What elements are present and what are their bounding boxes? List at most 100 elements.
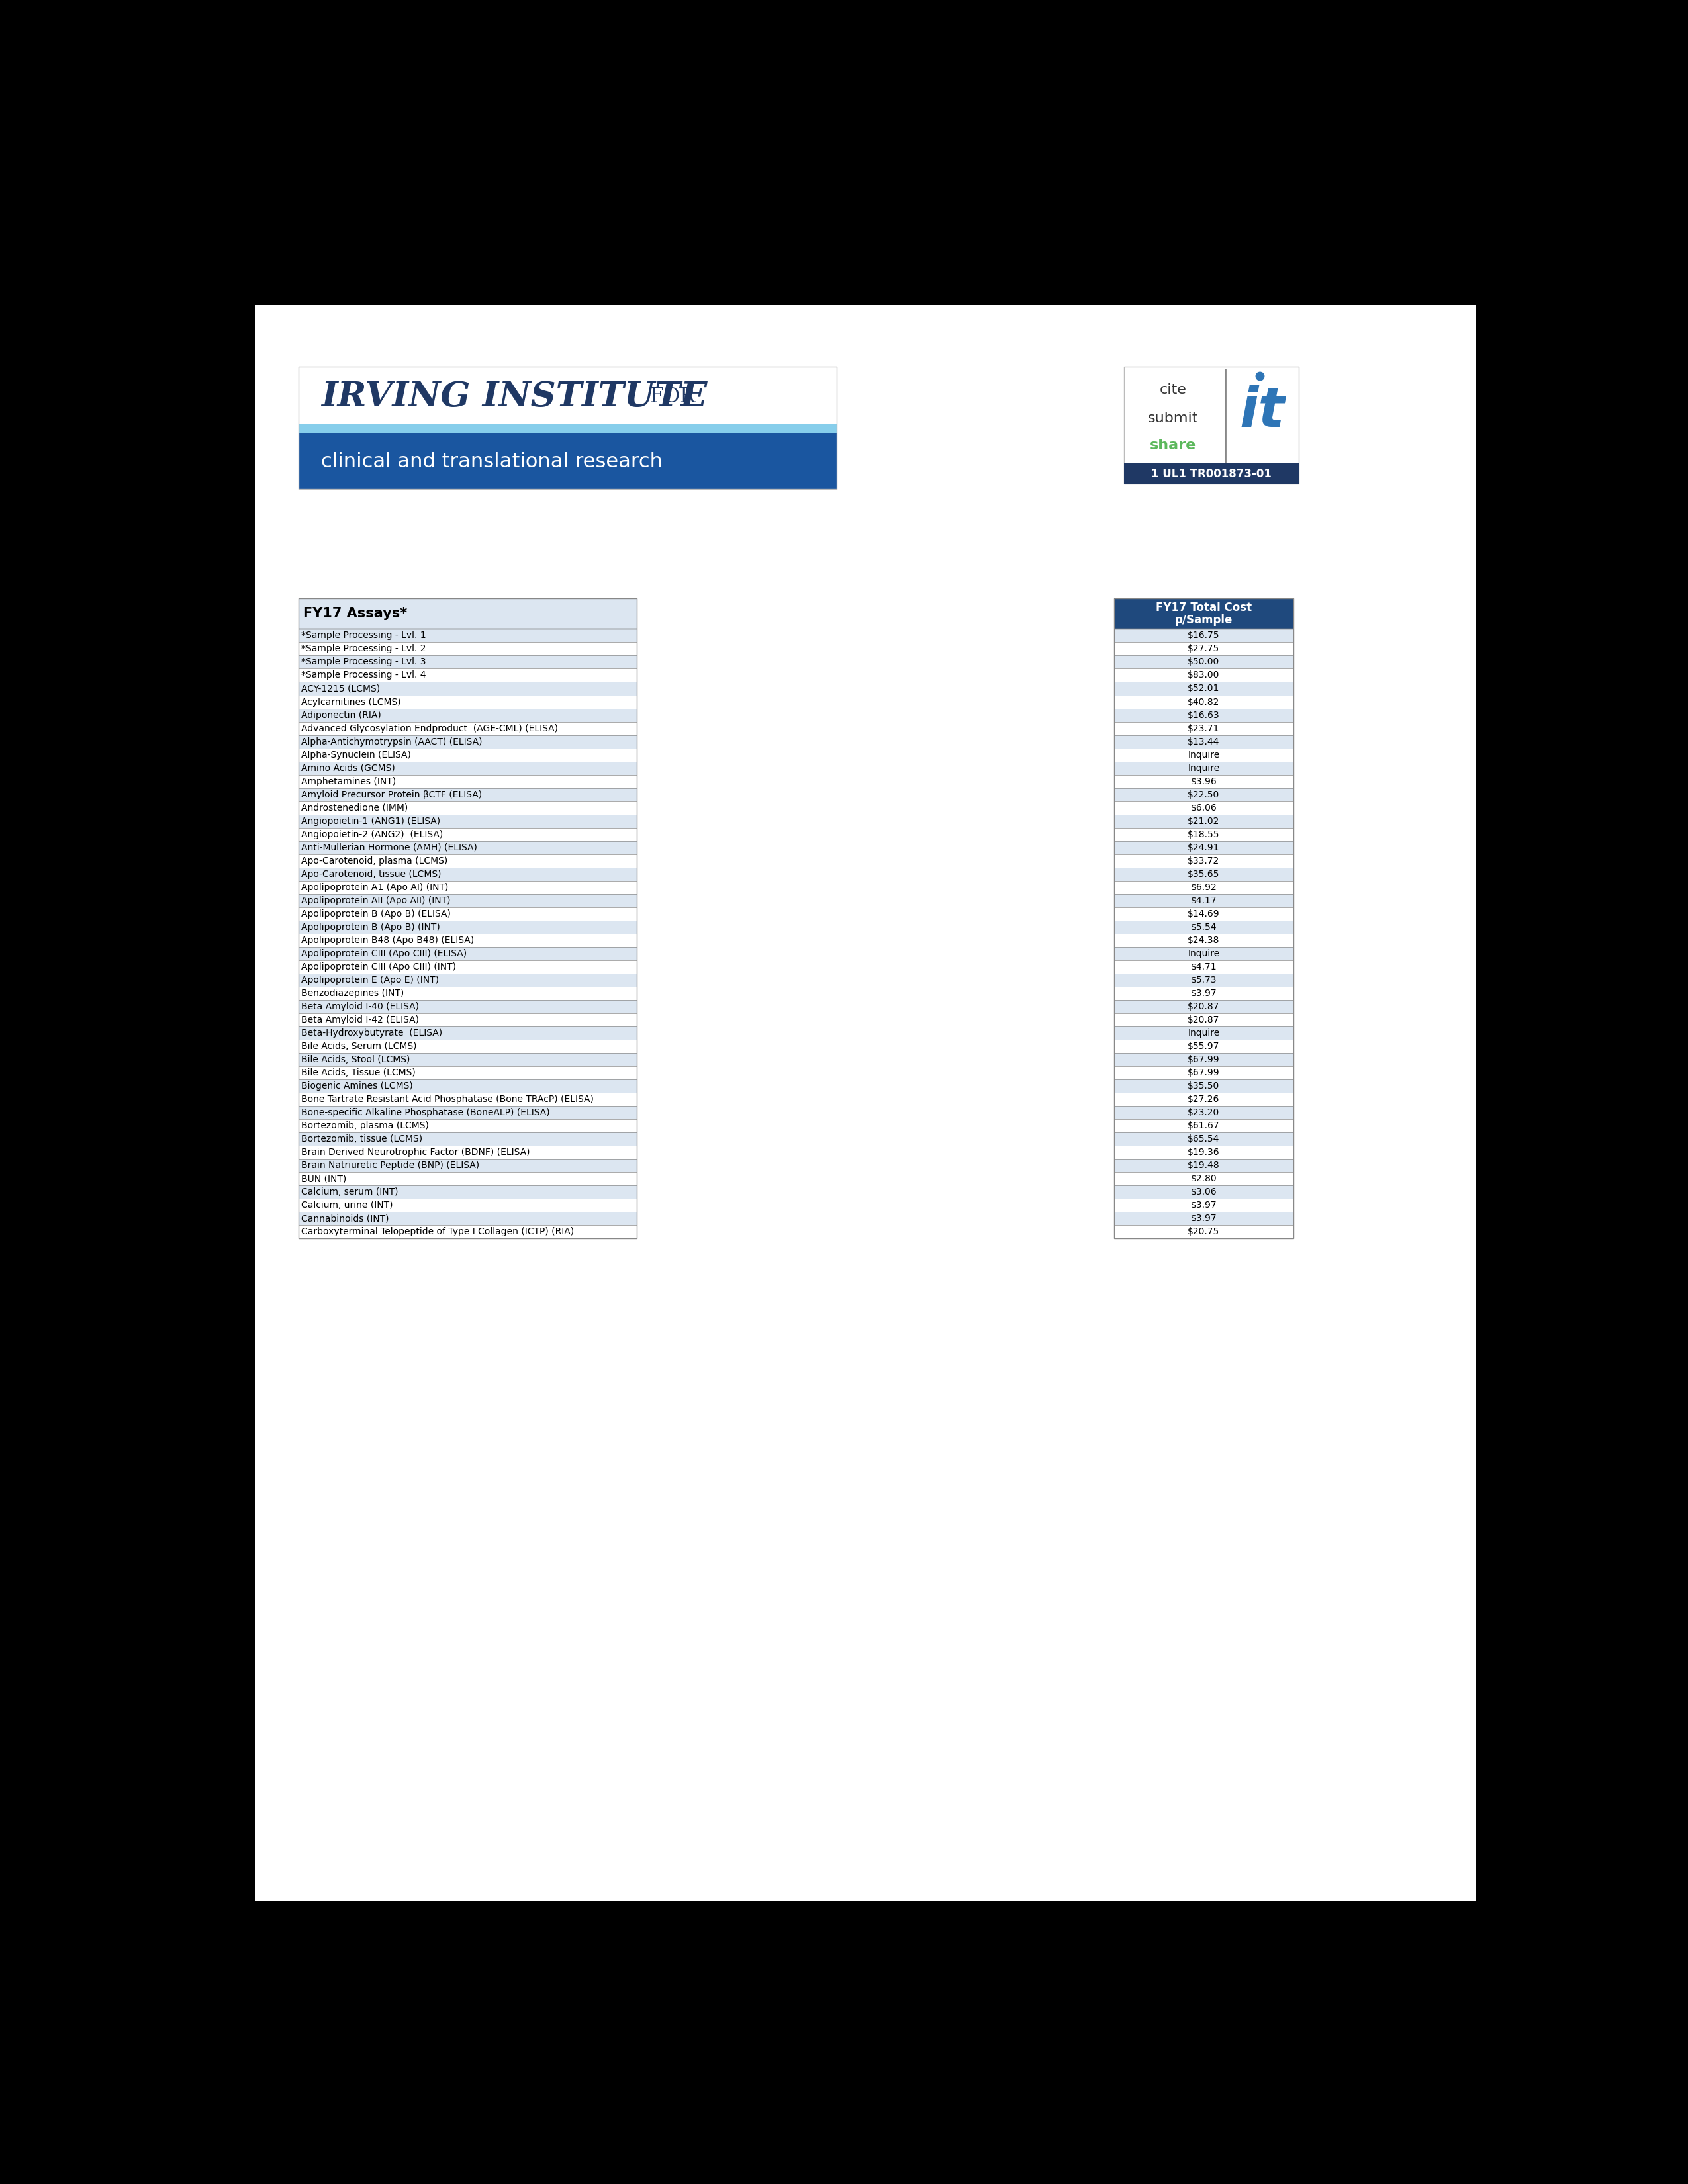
Text: Apo-Carotenoid, plasma (LCMS): Apo-Carotenoid, plasma (LCMS)	[300, 856, 447, 865]
Text: Apolipoprotein E (Apo E) (INT): Apolipoprotein E (Apo E) (INT)	[300, 976, 439, 985]
Bar	[1114, 1118, 1293, 1133]
Bar	[299, 1212, 636, 1225]
Bar	[299, 961, 636, 974]
Text: Bile Acids, Stool (LCMS): Bile Acids, Stool (LCMS)	[300, 1055, 410, 1064]
Text: $18.55: $18.55	[1188, 830, 1220, 839]
Text: $27.26: $27.26	[1188, 1094, 1220, 1103]
Text: Bortezomib, tissue (LCMS): Bortezomib, tissue (LCMS)	[300, 1133, 422, 1144]
Text: $83.00: $83.00	[1188, 670, 1220, 679]
Text: IRVING INSTITUTE: IRVING INSTITUTE	[321, 380, 707, 413]
Text: $61.67: $61.67	[1188, 1120, 1220, 1131]
Text: Cannabinoids (INT): Cannabinoids (INT)	[300, 1214, 388, 1223]
Bar	[299, 948, 636, 961]
Text: Benzodiazepines (INT): Benzodiazepines (INT)	[300, 989, 403, 998]
Bar	[299, 1118, 636, 1133]
Text: Apolipoprotein B48 (Apo B48) (ELISA): Apolipoprotein B48 (Apo B48) (ELISA)	[300, 935, 474, 946]
Bar	[1114, 1199, 1293, 1212]
Text: Apolipoprotein CIII (Apo CIII) (INT): Apolipoprotein CIII (Apo CIII) (INT)	[300, 963, 456, 972]
Text: Androstenedione (IMM): Androstenedione (IMM)	[300, 804, 408, 812]
Text: $6.92: $6.92	[1190, 882, 1217, 891]
Bar	[1114, 974, 1293, 987]
Bar	[1114, 629, 1293, 1238]
Bar	[299, 598, 636, 629]
Bar	[299, 629, 636, 642]
Bar	[1114, 1040, 1293, 1053]
Bar	[1114, 1160, 1293, 1173]
Bar	[1114, 828, 1293, 841]
Text: Inquire: Inquire	[1188, 950, 1220, 959]
Bar	[299, 642, 636, 655]
Text: Bile Acids, Tissue (LCMS): Bile Acids, Tissue (LCMS)	[300, 1068, 415, 1077]
Text: $5.73: $5.73	[1190, 976, 1217, 985]
Bar	[1114, 721, 1293, 736]
Bar	[299, 775, 636, 788]
Bar	[299, 1147, 636, 1160]
Text: Apolipoprotein A1 (Apo AI) (INT): Apolipoprotein A1 (Apo AI) (INT)	[300, 882, 449, 891]
Bar	[299, 1105, 636, 1118]
Text: $23.20: $23.20	[1188, 1107, 1220, 1118]
Bar	[299, 987, 636, 1000]
Text: Inquire: Inquire	[1188, 1029, 1220, 1037]
Bar	[299, 1173, 636, 1186]
Bar	[1114, 668, 1293, 681]
Bar	[299, 1092, 636, 1105]
Text: Angiopoietin-1 (ANG1) (ELISA): Angiopoietin-1 (ANG1) (ELISA)	[300, 817, 441, 826]
Bar	[299, 1066, 636, 1079]
Text: $22.50: $22.50	[1188, 791, 1220, 799]
Bar	[299, 906, 636, 919]
Bar	[1114, 1066, 1293, 1079]
Text: $67.99: $67.99	[1188, 1068, 1220, 1077]
Bar	[1114, 1105, 1293, 1118]
Bar	[1114, 1212, 1293, 1225]
Text: $19.36: $19.36	[1188, 1149, 1220, 1158]
Bar	[1114, 1133, 1293, 1147]
Text: $55.97: $55.97	[1188, 1042, 1220, 1051]
Bar	[299, 893, 636, 906]
Text: $65.54: $65.54	[1188, 1133, 1220, 1144]
Bar	[1114, 1013, 1293, 1026]
Bar	[299, 1186, 636, 1199]
Bar	[299, 367, 837, 489]
Bar	[299, 598, 636, 629]
Text: $40.82: $40.82	[1188, 697, 1220, 705]
Text: $13.44: $13.44	[1188, 736, 1220, 747]
Bar	[1114, 642, 1293, 655]
Bar	[299, 1026, 636, 1040]
Text: $19.48: $19.48	[1188, 1162, 1220, 1171]
Text: $3.97: $3.97	[1190, 1214, 1217, 1223]
Bar	[299, 424, 837, 432]
Bar	[1114, 802, 1293, 815]
Text: it: it	[1239, 384, 1285, 437]
Bar	[1114, 695, 1293, 708]
Text: clinical and translational research: clinical and translational research	[321, 452, 663, 472]
Bar	[299, 788, 636, 802]
Bar	[1114, 880, 1293, 893]
Text: $3.96: $3.96	[1190, 778, 1217, 786]
Text: Biogenic Amines (LCMS): Biogenic Amines (LCMS)	[300, 1081, 414, 1090]
Bar	[299, 695, 636, 708]
Text: $35.65: $35.65	[1188, 869, 1220, 878]
Bar	[299, 749, 636, 762]
Text: $6.06: $6.06	[1190, 804, 1217, 812]
Text: Advanced Glycosylation Endproduct  (AGE-CML) (ELISA): Advanced Glycosylation Endproduct (AGE-C…	[300, 723, 559, 734]
Bar	[299, 828, 636, 841]
Text: ACY-1215 (LCMS): ACY-1215 (LCMS)	[300, 684, 380, 692]
Bar	[1114, 1225, 1293, 1238]
Text: $35.50: $35.50	[1188, 1081, 1220, 1090]
Bar	[299, 1053, 636, 1066]
Text: $4.71: $4.71	[1190, 963, 1217, 972]
Text: $14.69: $14.69	[1188, 909, 1220, 919]
Bar	[1114, 906, 1293, 919]
Bar	[1114, 775, 1293, 788]
Bar	[1114, 1000, 1293, 1013]
Text: $24.38: $24.38	[1188, 935, 1220, 946]
Text: FY17 Total Cost: FY17 Total Cost	[1156, 601, 1252, 614]
Bar	[299, 880, 636, 893]
Bar	[299, 815, 636, 828]
Text: $33.72: $33.72	[1188, 856, 1220, 865]
Text: *Sample Processing - Lvl. 3: *Sample Processing - Lvl. 3	[300, 657, 425, 666]
Text: Amino Acids (GCMS): Amino Acids (GCMS)	[300, 764, 395, 773]
Bar	[1114, 1186, 1293, 1199]
Text: $3.06: $3.06	[1190, 1188, 1217, 1197]
Text: $27.75: $27.75	[1188, 644, 1220, 653]
